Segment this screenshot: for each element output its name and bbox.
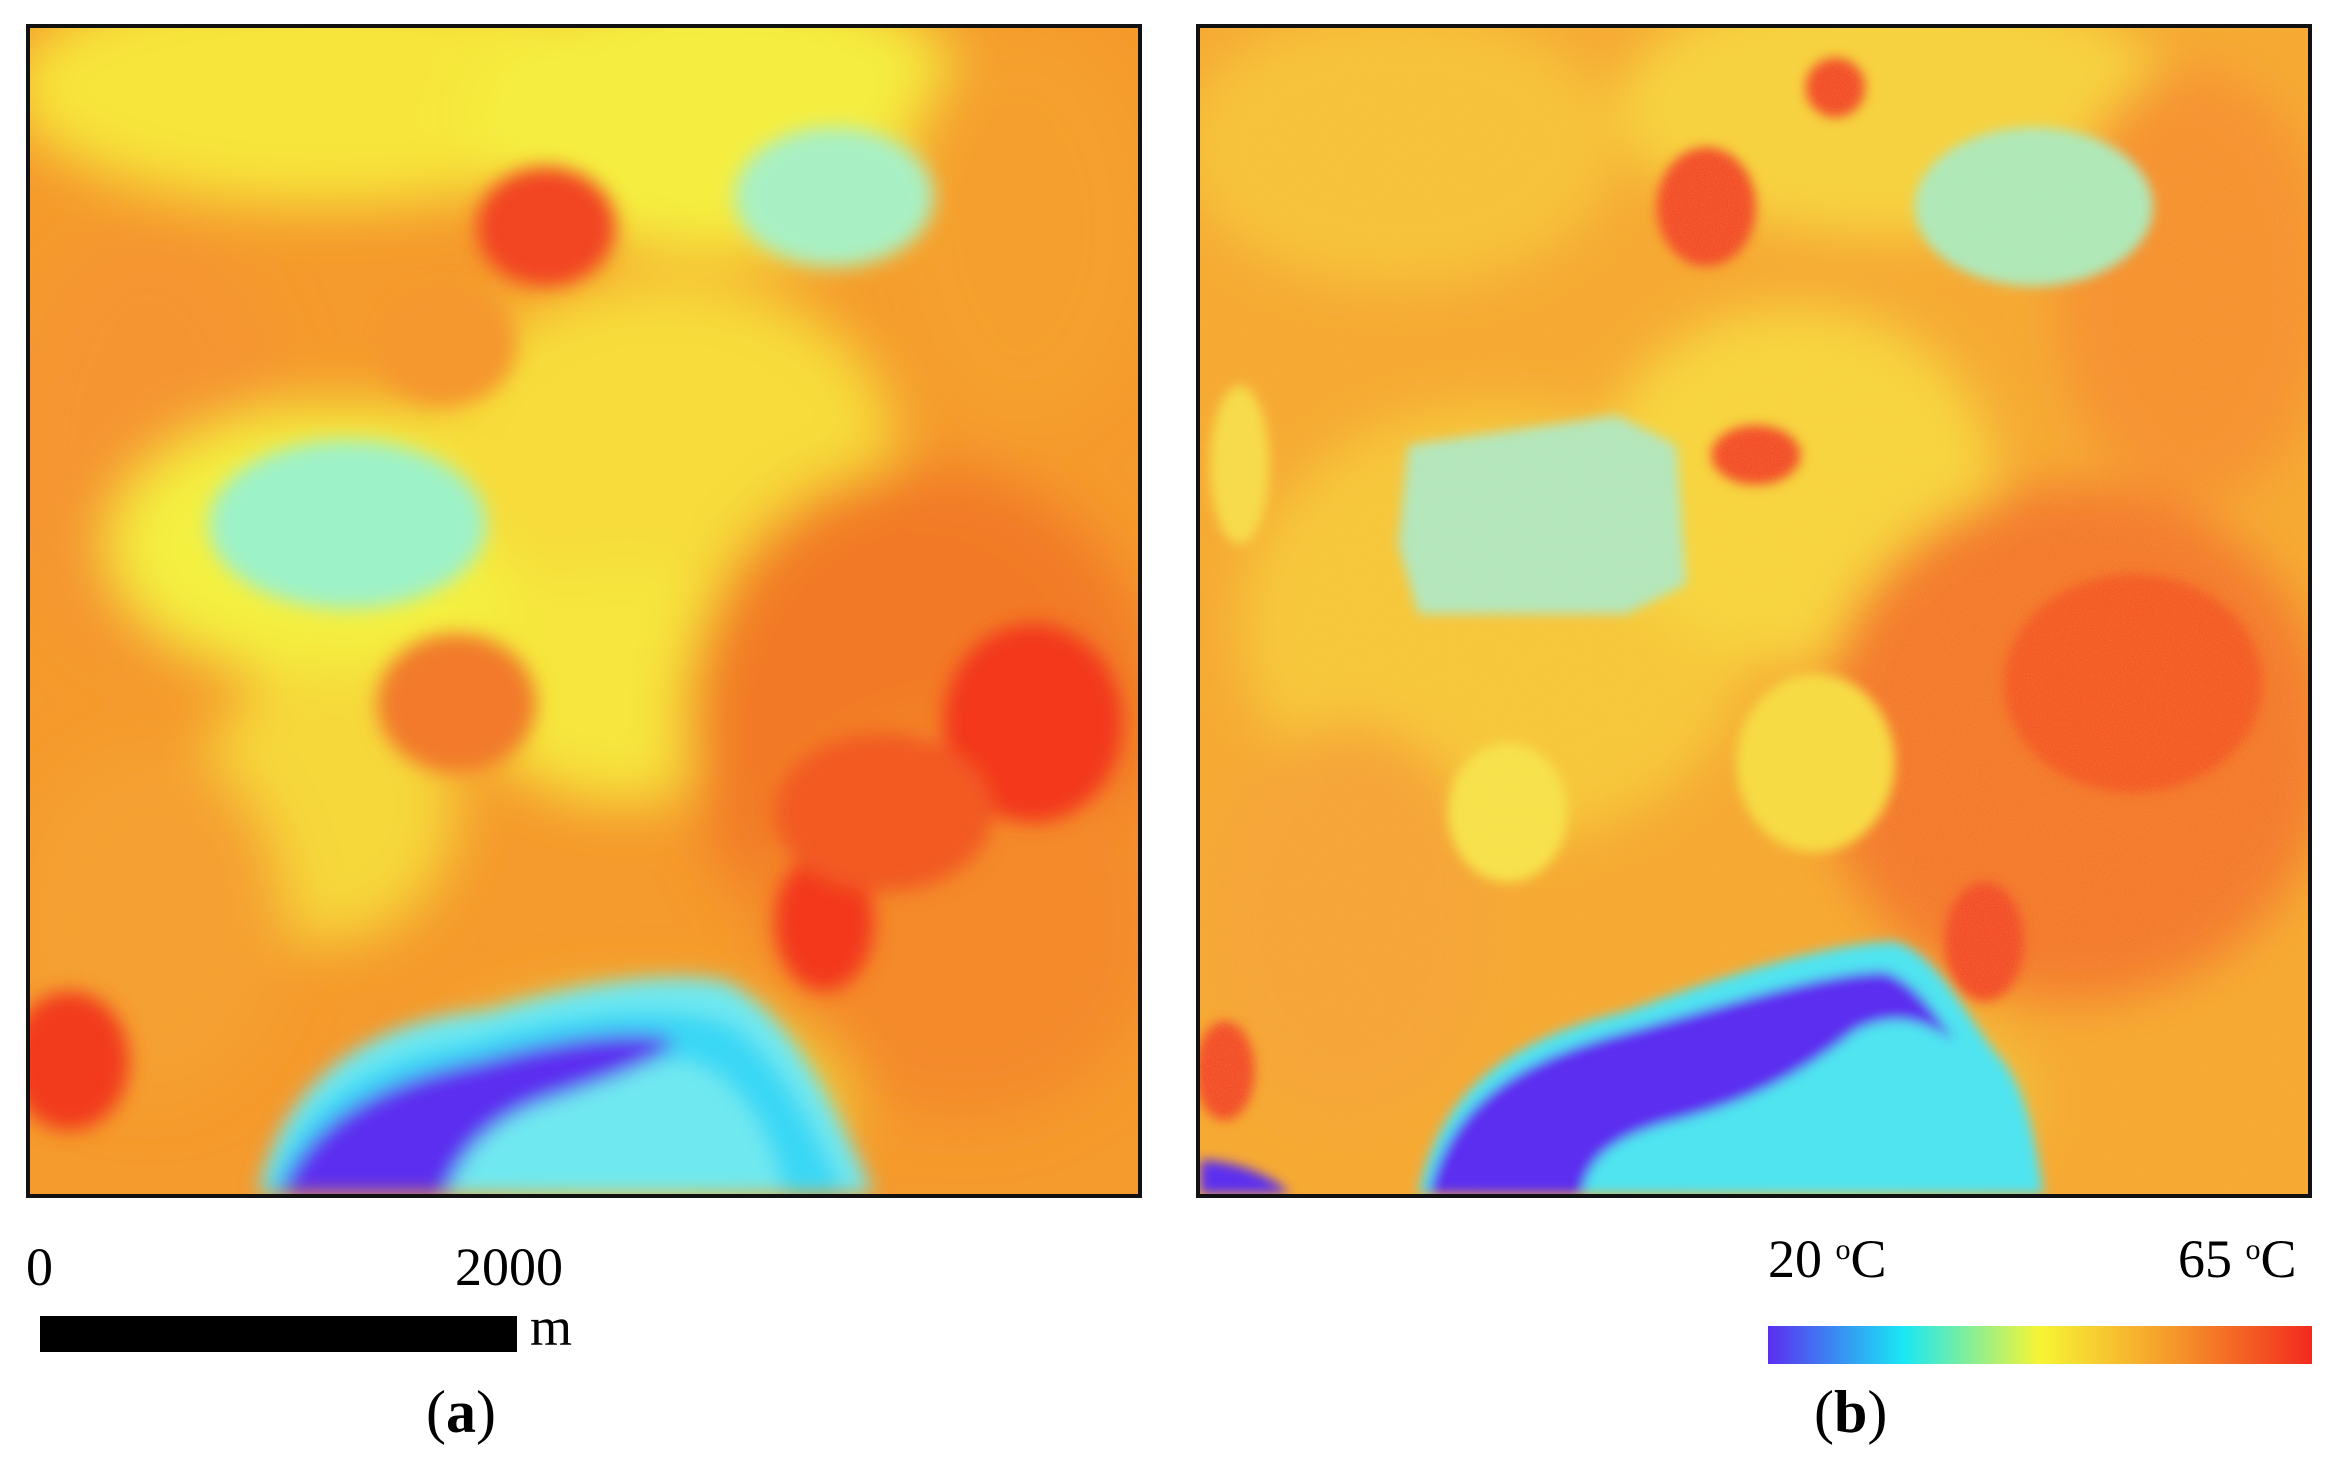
legend-max-unit: C <box>2260 1229 2297 1289</box>
scale-bar-max-label: 2000 <box>455 1237 563 1297</box>
legend-max-label: 65 oC <box>2178 1232 2297 1286</box>
temperature-color-ramp <box>1768 1326 2312 1364</box>
temperature-map-b <box>1200 28 2308 1194</box>
legend-min-unit: C <box>1850 1229 1887 1289</box>
scale-bar <box>40 1316 517 1352</box>
panel-label-b-open: ( <box>1814 1379 1834 1445</box>
panel-label-b-close: ) <box>1867 1379 1888 1445</box>
temperature-map-a <box>30 28 1138 1194</box>
panel-label-a-open: ( <box>426 1379 446 1445</box>
panel-label-a-close: ) <box>475 1379 496 1445</box>
map-panel-b <box>1196 24 2312 1198</box>
panel-label-b: (b) <box>1814 1382 1887 1442</box>
legend-max-degree: o <box>2245 1233 2261 1266</box>
scale-bar-unit: m <box>530 1297 573 1357</box>
legend-min-value: 20 <box>1768 1229 1822 1289</box>
scale-bar-zero-label: 0 <box>26 1237 53 1297</box>
legend-min-label: 20 oC <box>1768 1232 1887 1286</box>
legend-min-degree: o <box>1835 1233 1851 1266</box>
panel-label-a: (a) <box>426 1382 496 1442</box>
panel-label-a-letter: a <box>445 1379 476 1445</box>
legend-max-value: 65 <box>2178 1229 2232 1289</box>
map-panel-a <box>26 24 1142 1198</box>
panel-label-b-letter: b <box>1833 1379 1868 1445</box>
